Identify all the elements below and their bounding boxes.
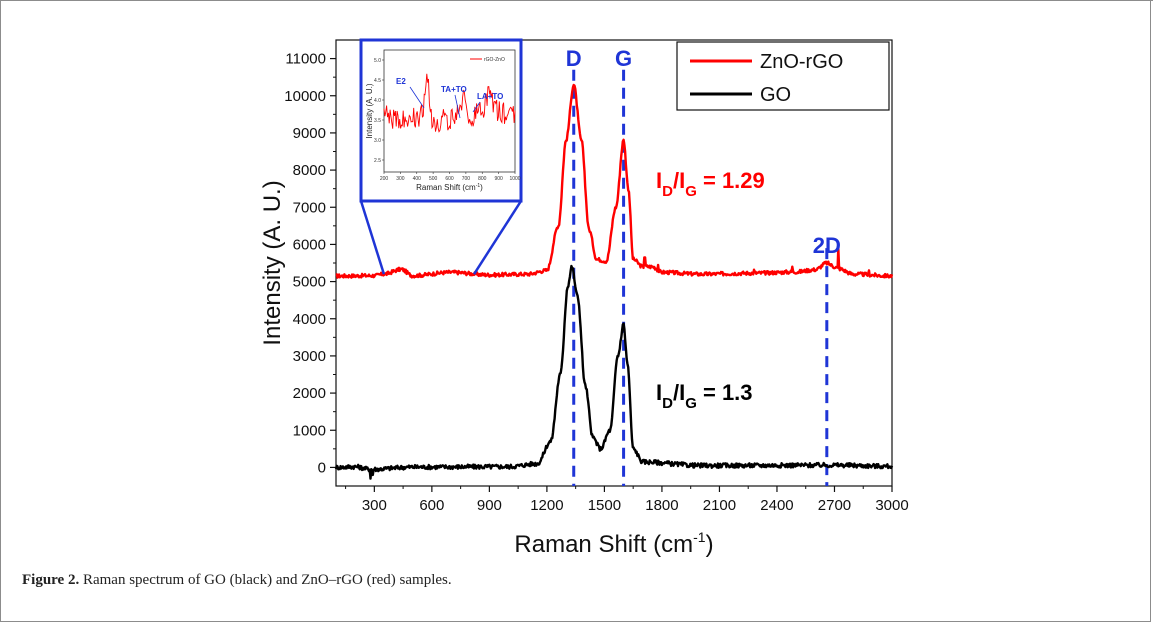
inset-x-tick-label: 500 (429, 176, 438, 182)
series-line-zno-rgo (335, 83, 894, 279)
raman-chart: 300 600 900 1200 1500 1800 2100 2400 2700 3000 0 10… (259, 38, 909, 558)
inset-label-e2: E2 (396, 77, 406, 86)
y-tick-label: 3000 (293, 348, 326, 365)
inset-zoom-line-left (359, 200, 386, 275)
x-tick-label: 2100 (703, 497, 736, 514)
ratio-label-zno-rgo-sub-g: G (685, 183, 697, 200)
ratio-label-go-value: = 1.3 (697, 380, 753, 405)
ratio-label-zno-rgo-i: I (656, 168, 662, 193)
inset-x-title-end: ) (480, 183, 483, 192)
inset-label-la-to: LA+TO (477, 92, 503, 101)
inset-y-tick-label: 2.5 (374, 158, 381, 164)
caption-text: Raman spectrum of GO (black) and ZnO–rGO… (79, 572, 452, 588)
inset-zoom-line-right (472, 200, 523, 275)
x-axis-title-main: Raman Shift (cm (514, 531, 693, 558)
inset-x-title-sup: -1 (476, 183, 481, 189)
ratio-label-zno-rgo: ID/IG = 1.29 (656, 168, 765, 200)
x-axis-title-sup: -1 (693, 529, 706, 545)
y-tick-label: 1000 (293, 422, 326, 439)
inset-y-tick-label: 4.5 (374, 78, 381, 84)
series-layer (334, 83, 894, 480)
x-axis-title-end: ) (706, 531, 714, 558)
ratio-label-go-i: I (656, 380, 662, 405)
y-tick-label: 4000 (293, 311, 326, 328)
inset-x-tick-label: 300 (396, 176, 405, 182)
ratio-label-zno-rgo-sub-d: D (662, 183, 673, 200)
inset-arrow-ta-to (454, 94, 461, 119)
peak-label-d: D (566, 46, 582, 71)
inset-y-tick-label: 4.0 (374, 98, 381, 104)
x-tick-label: 2400 (760, 497, 793, 514)
y-tick-label: 0 (318, 459, 326, 476)
y-tick-label: 2000 (293, 385, 326, 402)
inset-plot: 200 300 400 500 600 700 800 900 1000 2.5 3.0 3.5 4.0… (359, 38, 523, 275)
y-tick-label: 8000 (293, 162, 326, 179)
y-tick-label: 10000 (284, 88, 326, 105)
legend-box (676, 41, 890, 111)
inset-x-tick-label: 800 (478, 176, 487, 182)
inset-x-tick-label: 600 (445, 176, 454, 182)
legend-label-go: GO (760, 84, 791, 106)
ratio-label-zno-rgo-slash: /I (673, 168, 685, 193)
y-tick-label: 11000 (285, 51, 326, 68)
inset-arrow-la-to (472, 101, 481, 113)
inset-y-tick-label: 5.0 (374, 58, 381, 64)
inset-y-tick-label: 3.5 (374, 118, 381, 124)
frame-top-border (0, 0, 1153, 1)
ratio-label-go-sub-g: G (685, 395, 697, 412)
inset-y-tick-label: 3.0 (374, 138, 381, 144)
y-tick-label: 7000 (293, 199, 326, 216)
inset-x-tick-label: 400 (413, 176, 422, 182)
inset-series-line (383, 73, 516, 133)
legend: ZnO-rGO GO (676, 41, 890, 111)
peak-label-2d: 2D (813, 233, 841, 258)
x-tick-label: 300 (362, 497, 387, 514)
y-axis-title: Intensity (A. U.) (259, 180, 286, 345)
axes-layer: 300 600 900 1200 1500 1800 2100 2400 2700 3000 0 10… (259, 39, 909, 558)
x-tick-label: 2700 (818, 497, 851, 514)
inset-x-title-main: Raman Shift (cm (416, 183, 476, 192)
inset-legend-label: rGO-ZnO (484, 57, 505, 63)
x-tick-label: 1500 (588, 497, 621, 514)
y-tick-label: 9000 (293, 125, 326, 142)
ratio-label-go: ID/IG = 1.3 (656, 380, 753, 412)
ratio-label-go-sub-d: D (662, 395, 673, 412)
inset-label-ta-to: TA+TO (441, 85, 467, 94)
x-tick-label: 3000 (875, 497, 908, 514)
x-tick-label: 900 (477, 497, 502, 514)
ratio-label-zno-rgo-value: = 1.29 (697, 168, 765, 193)
inset-x-tick-label: 1000 (509, 176, 520, 182)
x-tick-label: 1200 (530, 497, 563, 514)
caption-label: Figure 2. (22, 572, 80, 588)
figure-caption: Figure 2. Raman spectrum of GO (black) a… (22, 572, 452, 589)
legend-label-zno-rgo: ZnO-rGO (760, 51, 843, 73)
inset-y-title: Intensity (A. U.) (365, 83, 374, 138)
x-tick-label: 1800 (645, 497, 678, 514)
peak-label-g: G (615, 46, 632, 71)
inset-x-tick-label: 900 (494, 176, 503, 182)
x-axis-title: Raman Shift (cm-1) (514, 529, 713, 558)
series-line-go (334, 264, 894, 480)
inset-x-title: Raman Shift (cm-1) (416, 183, 483, 192)
x-tick-label: 600 (419, 497, 444, 514)
y-tick-label: 6000 (293, 236, 326, 253)
inset-arrow-e2 (409, 86, 425, 109)
inset-x-tick-label: 200 (380, 176, 389, 182)
ratio-label-go-slash: /I (673, 380, 685, 405)
inset-x-tick-label: 700 (462, 176, 471, 182)
y-tick-label: 5000 (293, 274, 326, 291)
